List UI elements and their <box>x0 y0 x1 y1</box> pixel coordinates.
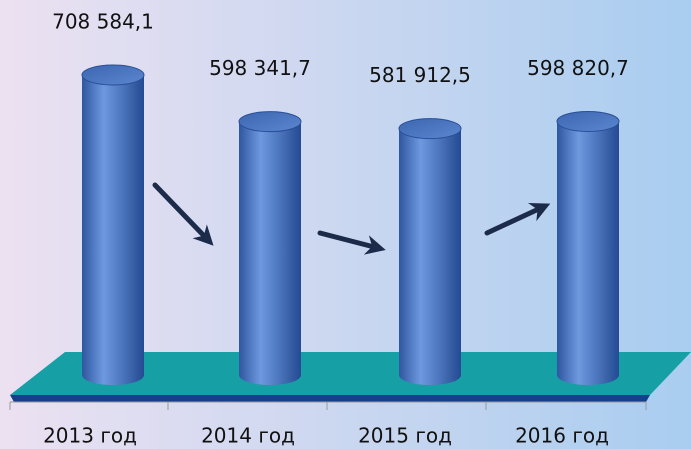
cylinder-top <box>238 111 302 133</box>
cylinder-body <box>399 128 461 385</box>
bar <box>398 118 462 385</box>
cylinder-top <box>81 64 145 86</box>
cylinder-top <box>398 118 462 140</box>
bar <box>81 64 145 385</box>
value-label: 598 820,7 <box>527 56 629 80</box>
floor-top <box>10 352 691 395</box>
bar <box>238 111 302 385</box>
bar <box>556 110 620 386</box>
cylinder-body <box>239 121 301 385</box>
trend-arrows <box>152 182 551 255</box>
x-axis <box>9 401 647 410</box>
x-tick-label: 2013 год <box>43 424 137 448</box>
value-label: 581 912,5 <box>369 63 471 87</box>
x-tick-label: 2015 год <box>358 424 452 448</box>
value-label: 708 584,1 <box>52 10 154 34</box>
cylinder-body <box>557 121 619 386</box>
value-label: 598 341,7 <box>209 56 311 80</box>
floor-front <box>10 395 650 402</box>
x-tick-label: 2014 год <box>201 424 295 448</box>
cylinder-body <box>82 75 144 385</box>
cylinder-top <box>556 110 620 132</box>
x-tick-label: 2016 год <box>515 424 609 448</box>
